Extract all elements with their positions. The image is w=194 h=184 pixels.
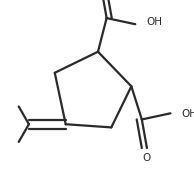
Text: OH: OH — [146, 17, 163, 27]
Text: OH: OH — [182, 109, 194, 119]
Text: O: O — [143, 153, 151, 163]
